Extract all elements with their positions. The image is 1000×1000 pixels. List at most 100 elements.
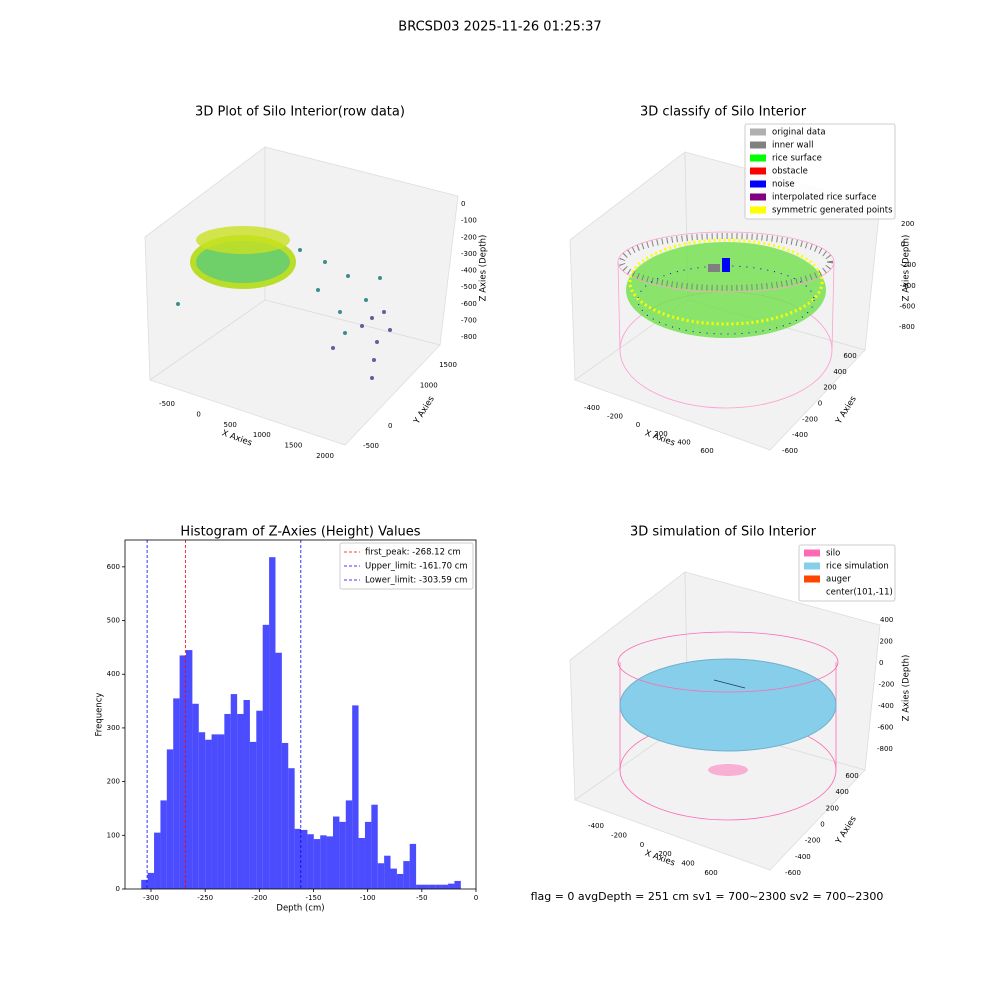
x-axis-label: Depth (cm)	[276, 904, 324, 914]
y-tick-label: -600	[785, 869, 801, 877]
bar	[396, 873, 404, 889]
y-tick-label: -600	[782, 447, 798, 455]
y-tick-label: 100	[107, 831, 120, 839]
x-tick-label: -300	[143, 894, 159, 902]
z-tick-label: -200	[879, 681, 895, 689]
panel1-box	[144, 146, 459, 446]
x-tick-label: -200	[611, 831, 627, 839]
legend-label: Upper_limit: -161.70 cm	[365, 562, 468, 572]
bar	[237, 713, 244, 889]
bar	[205, 739, 212, 889]
bar	[243, 700, 250, 889]
bar	[326, 836, 333, 889]
legend-swatch	[750, 128, 766, 136]
y-tick-label: 0	[116, 885, 120, 893]
bar	[154, 832, 161, 889]
bar	[160, 800, 167, 889]
z-tick-label: -400	[878, 702, 894, 710]
x-tick-label: -250	[197, 894, 213, 902]
x-tick-label: -400	[584, 404, 600, 412]
y-tick-label: 200	[823, 384, 836, 392]
panel4-box	[569, 571, 881, 871]
bar	[281, 742, 289, 889]
z-tick-label: -300	[461, 250, 477, 258]
y-tick-label: -400	[792, 431, 808, 439]
z-tick-label: -200	[900, 261, 916, 269]
legend-swatch	[804, 575, 820, 583]
bar	[294, 828, 302, 889]
x-tick-label: 0	[474, 894, 478, 902]
x-tick-label: -200	[251, 894, 267, 902]
x-tick-label: -200	[607, 413, 623, 421]
bar	[422, 884, 429, 889]
x-tick-label: -500	[159, 400, 175, 408]
bar	[256, 710, 263, 889]
y-tick-label: -200	[805, 837, 821, 845]
z-tick-label: -800	[461, 333, 477, 341]
legend-swatch	[804, 562, 820, 570]
legend-label: Lower_limit: -303.59 cm	[365, 576, 467, 586]
y-tick-label: -200	[802, 415, 818, 423]
legend-swatch	[750, 154, 766, 162]
bar	[448, 883, 455, 889]
legend-label: center(101,-11)	[826, 588, 893, 598]
z-tick-label: 0	[879, 659, 883, 667]
legend-label: auger	[826, 575, 851, 585]
x-tick-label: -50	[416, 894, 427, 902]
bar	[173, 698, 180, 889]
y-tick-label: 200	[107, 778, 120, 786]
bar	[371, 804, 378, 889]
bar	[435, 884, 442, 889]
legend-label: first_peak: -268.12 cm	[365, 548, 461, 558]
z-tick-label: -100	[461, 217, 477, 225]
bar	[230, 694, 238, 889]
bar	[364, 821, 372, 889]
suptitle: BRCSD03 2025-11-26 01:25:37	[398, 20, 601, 35]
bar	[352, 705, 359, 889]
y-tick-label: 1000	[420, 381, 438, 389]
legend-label: obstacle	[772, 167, 808, 177]
legend-swatch	[750, 206, 766, 214]
bar	[320, 835, 327, 889]
bar	[333, 816, 340, 889]
legend-swatch	[750, 193, 766, 201]
y-tick-label: 400	[835, 788, 848, 796]
legend-swatch	[750, 141, 766, 149]
x-tick-label: 600	[700, 447, 713, 455]
x-tick-label: 1500	[284, 442, 302, 450]
z-tick-label: -400	[900, 282, 916, 290]
bar	[409, 843, 417, 889]
bar	[403, 861, 410, 889]
legend-label: inner wall	[772, 141, 813, 151]
z-tick-label: 0	[461, 200, 465, 208]
legend-box	[744, 123, 896, 220]
y-tick-label: 0	[388, 422, 392, 430]
bar	[454, 880, 461, 889]
y-tick-label: 400	[833, 368, 846, 376]
x-tick-label: 400	[677, 438, 690, 446]
bar	[307, 834, 314, 889]
panel-title: 3D Plot of Silo Interior(row data)	[195, 105, 405, 120]
bar	[384, 855, 391, 889]
bar	[275, 652, 282, 889]
legend-swatch	[750, 180, 766, 188]
bar	[198, 732, 206, 889]
panel-title: 3D simulation of Silo Interior	[630, 525, 817, 540]
z-tick-label: -500	[461, 283, 477, 291]
z-axis-label: Z Axies (Depth)	[479, 235, 489, 302]
legend-label: silo	[826, 549, 840, 559]
x-tick-label: -150	[306, 894, 322, 902]
bar	[262, 624, 270, 889]
legend-swatch	[750, 167, 766, 175]
legend-label: symmetric generated points	[772, 206, 893, 216]
y-tick-label: -400	[795, 853, 811, 861]
z-tick-label: 200	[880, 638, 893, 646]
x-tick-label: 600	[704, 869, 717, 877]
legend-label: rice surface	[772, 154, 822, 164]
x-tick-label: 2000	[316, 452, 334, 460]
bar	[416, 884, 423, 889]
bar	[269, 557, 276, 889]
bar	[224, 713, 231, 889]
z-tick-label: -600	[461, 300, 477, 308]
z-tick-label: -600	[878, 724, 894, 732]
